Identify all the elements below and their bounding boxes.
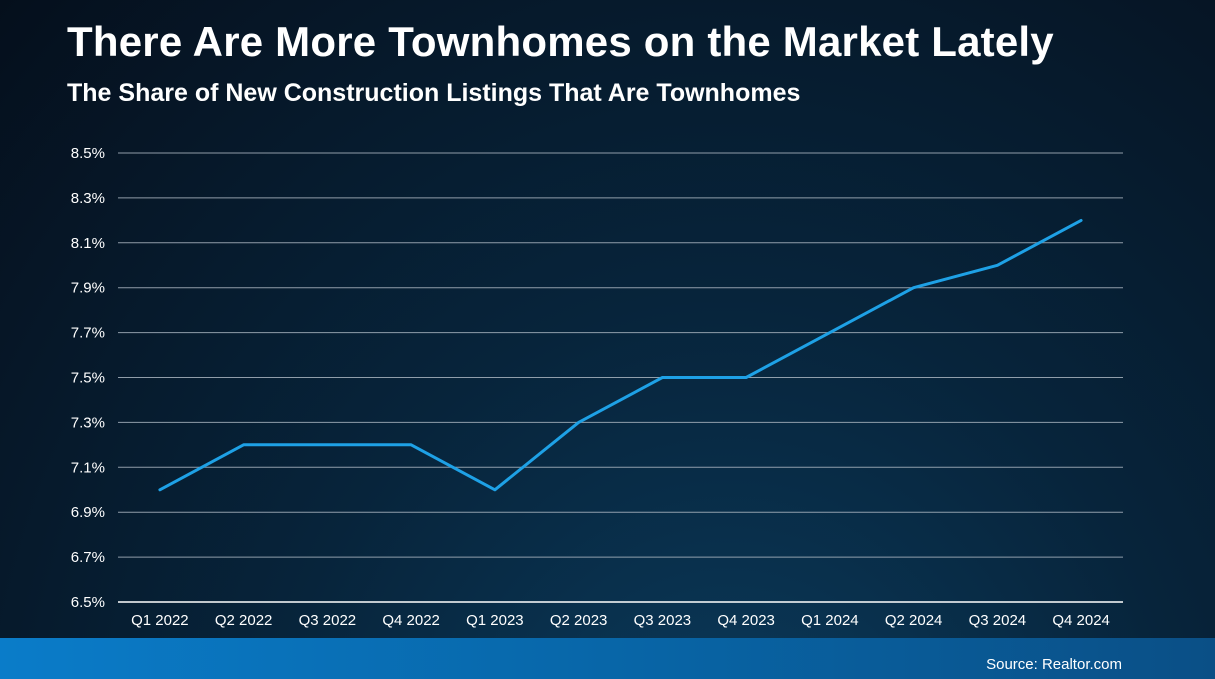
y-tick-label: 7.7% [71, 325, 105, 342]
x-tick-label: Q3 2023 [634, 612, 692, 629]
x-tick-label: Q2 2022 [215, 612, 273, 629]
y-tick-label: 6.9% [71, 504, 105, 521]
y-tick-label: 6.7% [71, 549, 105, 566]
x-tick-label: Q1 2023 [466, 612, 524, 629]
x-tick-label: Q1 2022 [131, 612, 189, 629]
x-axis-ticks: Q1 2022 Q2 2022 Q3 2022 Q4 2022 Q1 2023 Q2 20… [131, 612, 1110, 629]
x-tick-label: Q3 2024 [969, 612, 1027, 629]
x-tick-label: Q2 2023 [550, 612, 608, 629]
footer-bar [0, 638, 1215, 679]
line-chart: 6.5% 6.7% 6.9% 7.1% 7.3% 7.5% 7.7% 7.9% 8.1% 8.3%… [71, 145, 1123, 629]
x-tick-label: Q1 2024 [801, 612, 859, 629]
gridlines [118, 152, 1123, 558]
y-tick-label: 7.1% [71, 459, 105, 476]
series-line [158, 218, 1083, 492]
x-tick-label: Q3 2022 [299, 612, 357, 629]
y-tick-label: 6.5% [71, 594, 105, 611]
y-axis-ticks: 6.5% 6.7% 6.9% 7.1% 7.3% 7.5% 7.7% 7.9% 8.1% 8.3%… [71, 145, 105, 611]
chart-title: There Are More Townhomes on the Market L… [67, 18, 1054, 65]
y-tick-label: 7.3% [71, 414, 105, 431]
x-tick-label: Q2 2024 [885, 612, 943, 629]
x-tick-label: Q4 2024 [1052, 612, 1110, 629]
chart-subtitle: The Share of New Construction Listings T… [67, 79, 801, 107]
x-tick-label: Q4 2023 [717, 612, 775, 629]
y-tick-label: 8.1% [71, 235, 105, 252]
series-group [158, 218, 1083, 492]
x-tick-label: Q4 2022 [382, 612, 440, 629]
y-tick-label: 7.9% [71, 280, 105, 297]
y-tick-label: 8.5% [71, 145, 105, 162]
y-tick-label: 7.5% [71, 370, 105, 387]
y-tick-label: 8.3% [71, 190, 105, 207]
source-note: Source: Realtor.com [986, 656, 1122, 673]
